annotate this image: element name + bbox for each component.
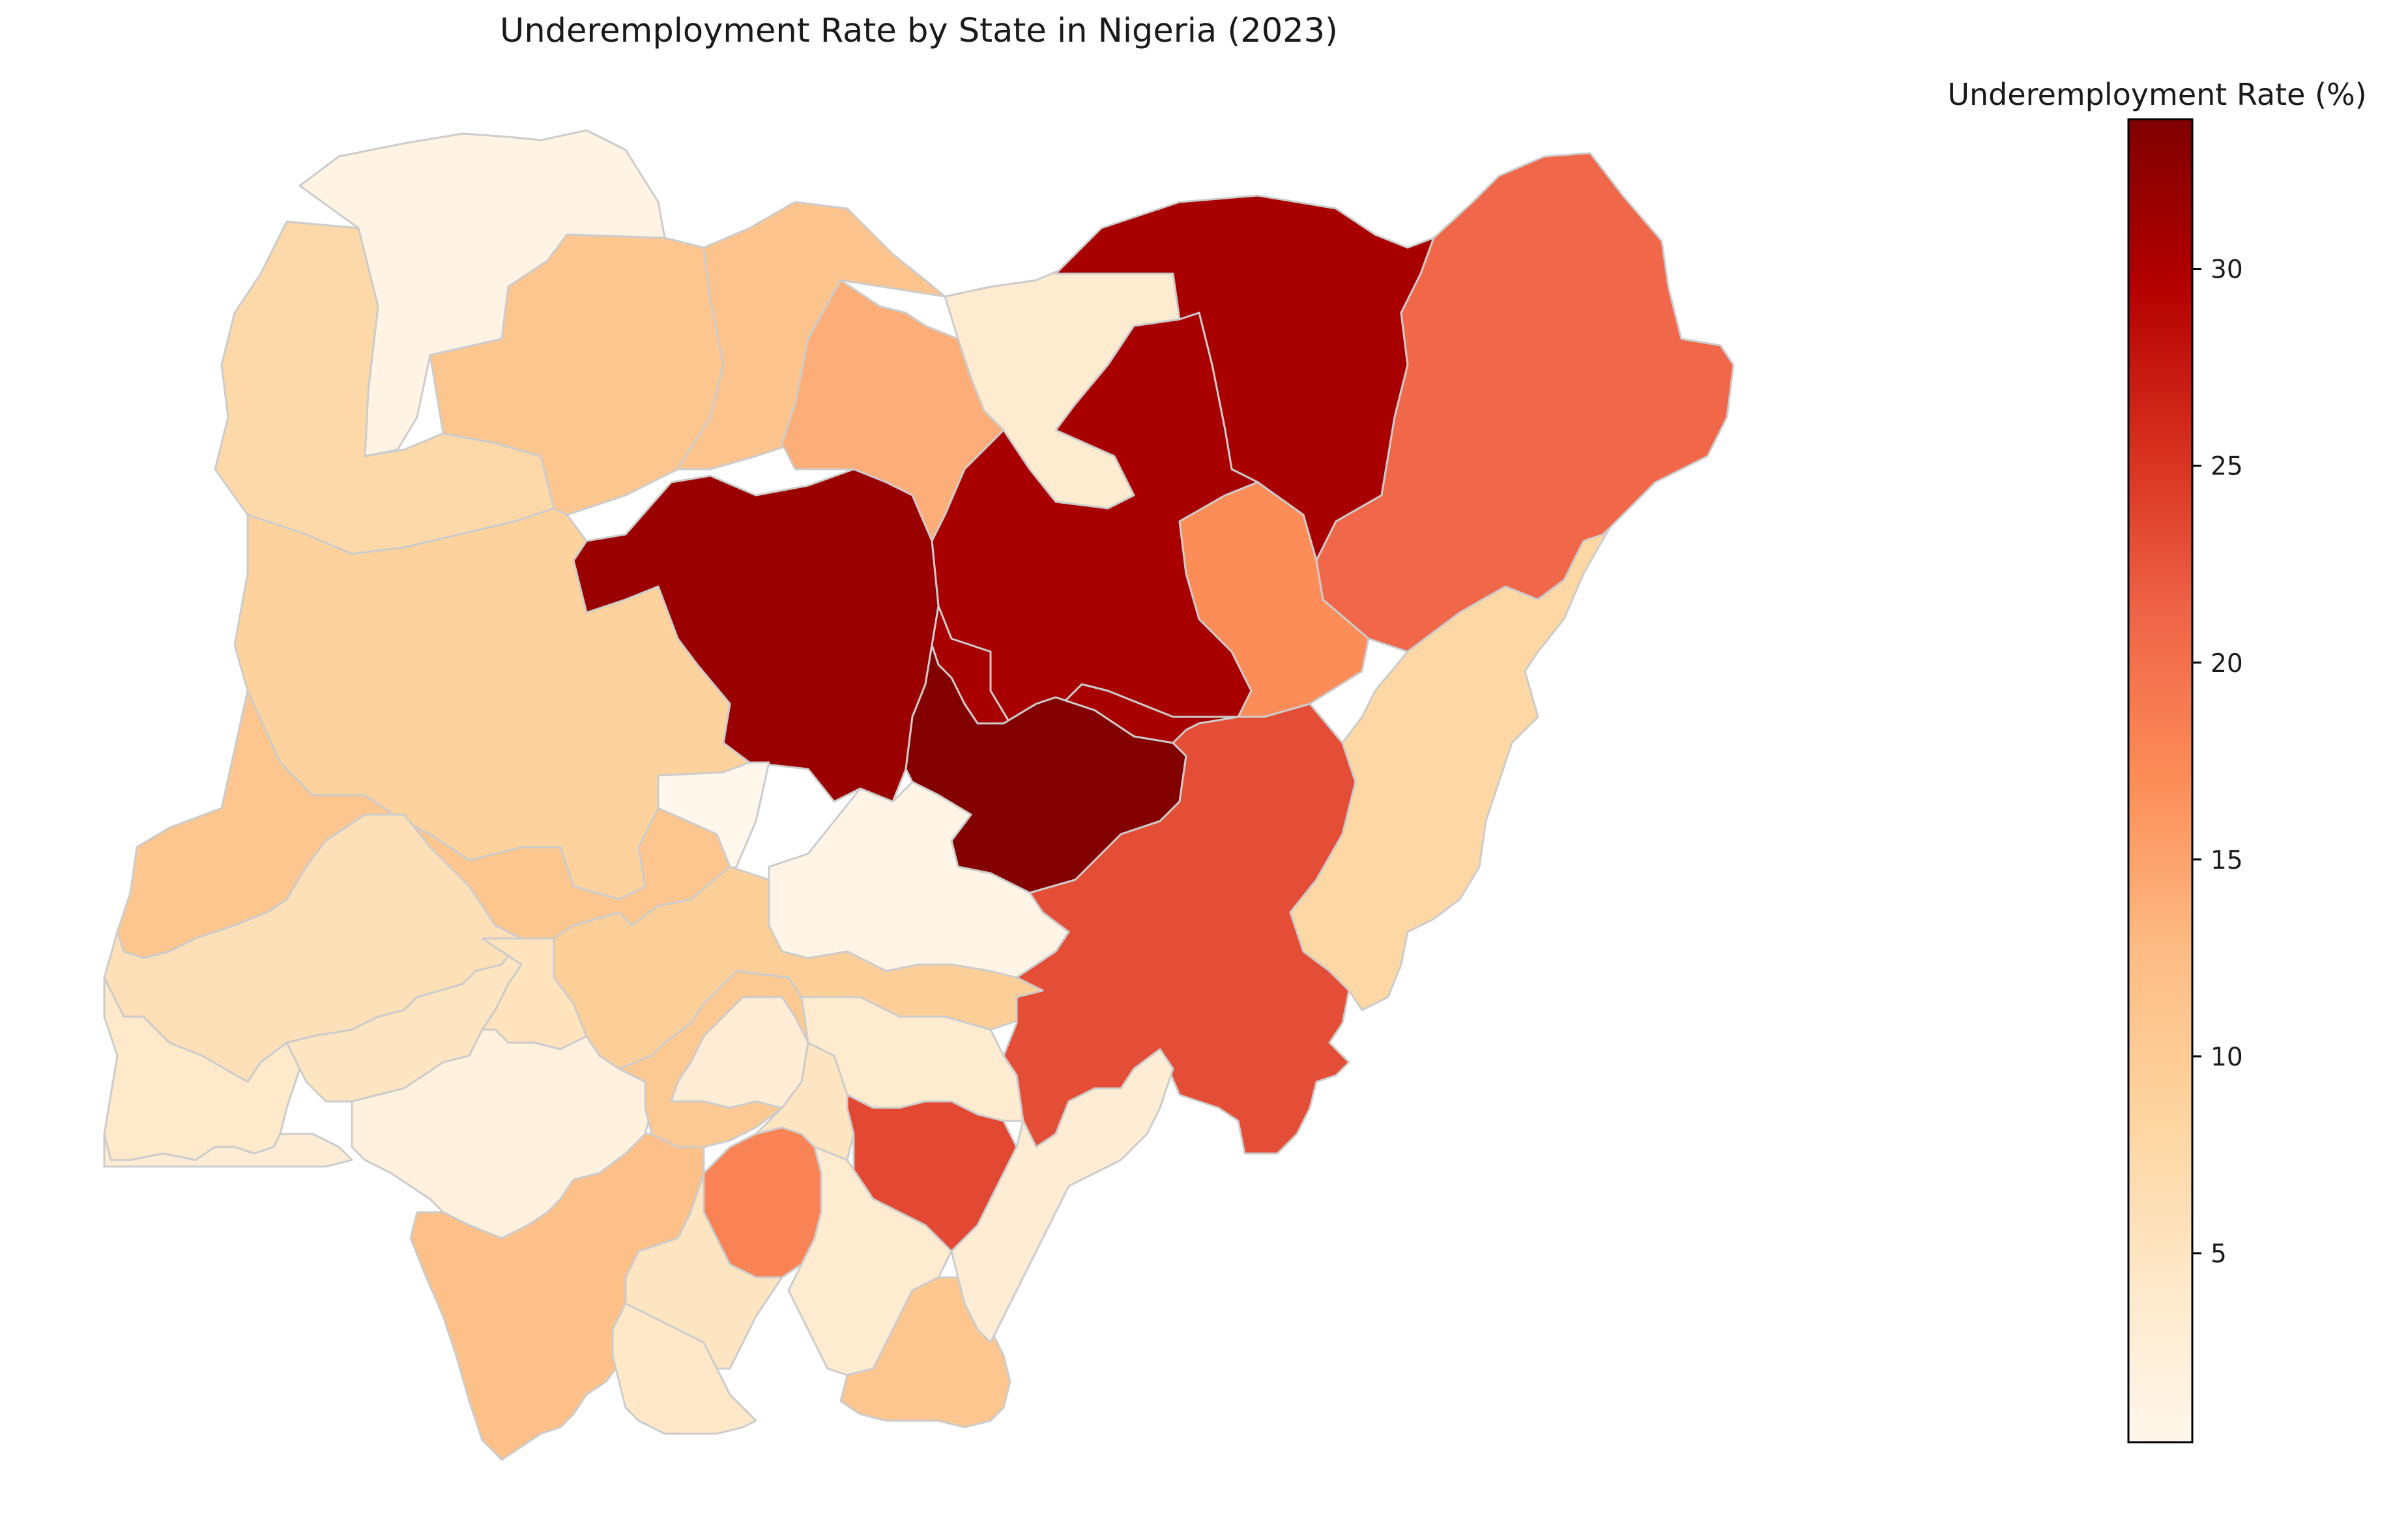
state-cross-river[interactable]	[950, 1048, 1174, 1344]
colorbar-gradient	[2127, 118, 2194, 1444]
colorbar-tick-label: 25	[2211, 452, 2243, 482]
colorbar-tick-label: 5	[2211, 1240, 2227, 1269]
colorbar-title: Underemployment Rate (%)	[1947, 77, 2367, 112]
colorbar-ticks: 5 10 15 20 25 30	[2192, 255, 2243, 1269]
states-layer	[103, 129, 1735, 1461]
state-adamawa[interactable]	[1289, 527, 1611, 1011]
colorbar-tick-label: 20	[2211, 649, 2243, 678]
state-akwa-ibom[interactable]	[839, 1276, 1011, 1429]
state-anambra[interactable]	[670, 996, 809, 1109]
map-title: Underemployment Rate by State in Nigeria…	[500, 12, 1338, 50]
colorbar-tick-label: 30	[2211, 255, 2243, 285]
colorbar-tick-label: 15	[2211, 846, 2243, 875]
colorbar-tick-label: 10	[2211, 1043, 2243, 1072]
state-lagos[interactable]	[103, 1133, 353, 1168]
